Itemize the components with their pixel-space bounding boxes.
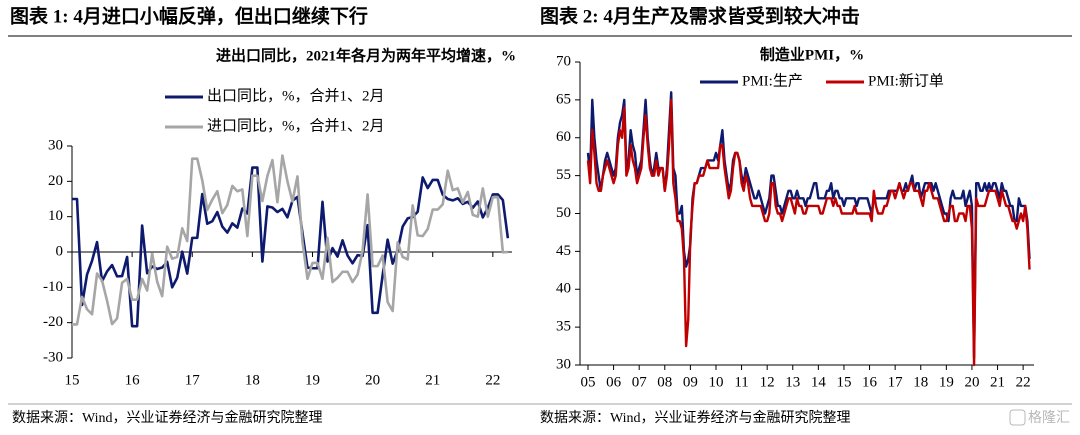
x-tick-label: 18 bbox=[245, 372, 260, 388]
x-tick-label: 10 bbox=[708, 374, 723, 390]
x-tick-label: 09 bbox=[683, 374, 698, 390]
x-tick-label: 20 bbox=[365, 372, 380, 388]
source: 数据来源：Wind，兴业证券经济与金融研究院整理 bbox=[12, 410, 323, 426]
x-tick-label: 18 bbox=[913, 374, 928, 390]
x-tick-label: 15 bbox=[836, 374, 851, 390]
x-tick-label: 06 bbox=[606, 374, 622, 390]
x-tick-label: 19 bbox=[939, 374, 954, 390]
legend-label: 出口同比，%，合并1、2月 bbox=[207, 87, 385, 104]
y-tick-label: 10 bbox=[48, 208, 63, 224]
y-tick-label: 55 bbox=[556, 167, 571, 183]
x-tick-label: 13 bbox=[785, 374, 800, 390]
y-tick-label: 30 bbox=[556, 356, 571, 372]
x-tick-label: 07 bbox=[632, 374, 648, 390]
x-tick-label: 05 bbox=[581, 374, 596, 390]
x-tick-label: 21 bbox=[990, 374, 1005, 390]
y-tick-label: 30 bbox=[48, 137, 63, 153]
watermark-icon bbox=[1009, 409, 1026, 426]
series-line bbox=[72, 166, 510, 328]
x-tick-label: 17 bbox=[888, 374, 904, 390]
y-tick-label: 35 bbox=[556, 319, 571, 335]
x-tick-label: 14 bbox=[811, 374, 827, 390]
chart-title: 进出口同比，2021年各月为两年平均增速，% bbox=[216, 46, 516, 64]
y-tick-label: -30 bbox=[43, 349, 63, 365]
legend-label: PMI:新订单 bbox=[868, 72, 944, 89]
y-tick-label: -20 bbox=[43, 314, 63, 330]
x-tick-label: 20 bbox=[964, 374, 979, 390]
y-tick-label: 50 bbox=[556, 205, 571, 221]
figure-label: 图表 2: 4月生产及需求皆受到较大冲击 bbox=[540, 4, 860, 27]
y-tick-label: 40 bbox=[556, 281, 571, 297]
x-tick-label: 17 bbox=[185, 372, 201, 388]
watermark: 格隆汇 bbox=[1028, 410, 1070, 426]
y-tick-label: 45 bbox=[556, 243, 571, 259]
y-tick-label: -10 bbox=[43, 279, 63, 295]
series-line bbox=[72, 154, 508, 326]
series-line bbox=[586, 98, 1031, 367]
x-tick-label: 22 bbox=[485, 372, 500, 388]
series-line bbox=[586, 91, 1031, 359]
source: 数据来源：Wind，兴业证券经济与金融研究院整理 bbox=[540, 410, 851, 426]
y-tick-label: 65 bbox=[556, 91, 571, 107]
x-tick-label: 15 bbox=[65, 372, 80, 388]
x-tick-label: 11 bbox=[734, 374, 748, 390]
y-tick-label: 0 bbox=[56, 243, 64, 259]
x-tick-label: 16 bbox=[125, 372, 141, 388]
legend-label: PMI:生产 bbox=[742, 72, 803, 89]
x-tick-label: 21 bbox=[425, 372, 440, 388]
x-tick-label: 08 bbox=[657, 374, 672, 390]
chart-title: 制造业PMI，% bbox=[760, 45, 864, 63]
x-tick-label: 19 bbox=[305, 372, 320, 388]
x-tick-label: 22 bbox=[1016, 374, 1031, 390]
x-tick-label: 12 bbox=[760, 374, 775, 390]
figure-label: 图表 1: 4月进口小幅反弹，但出口继续下行 bbox=[10, 4, 368, 27]
y-tick-label: 70 bbox=[556, 53, 571, 69]
y-tick-label: 60 bbox=[556, 129, 571, 145]
x-tick-label: 16 bbox=[862, 374, 878, 390]
legend-label: 进口同比，%，合并1、2月 bbox=[207, 117, 385, 134]
y-tick-label: 20 bbox=[48, 173, 63, 189]
